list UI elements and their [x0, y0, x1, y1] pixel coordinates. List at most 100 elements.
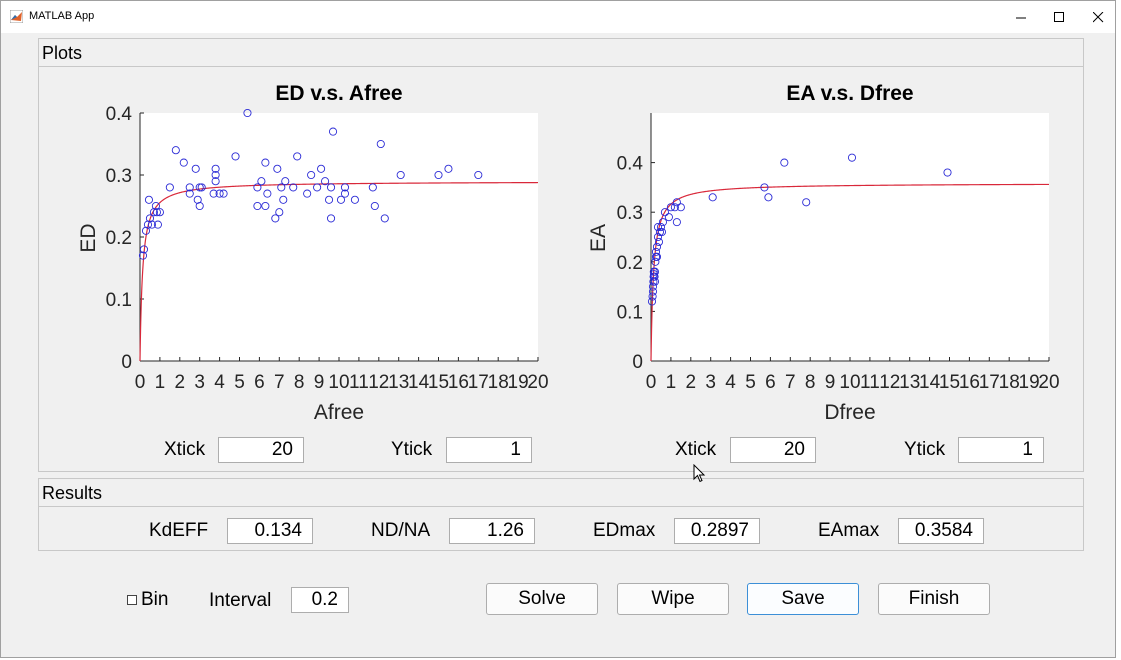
interval-input[interactable]: 0.2: [291, 587, 349, 613]
background-strip: [1116, 0, 1121, 660]
plot2-x-tick-label: 13: [899, 372, 920, 393]
plot1-x-tick-label: 11: [349, 372, 369, 393]
plot2-data-point: [653, 223, 663, 232]
plot1-data-point: [380, 214, 389, 223]
bin-checkbox[interactable]: [127, 595, 137, 605]
plot1-data-point: [340, 183, 350, 192]
plot1-data-point: [141, 226, 151, 235]
plot1-ylabel: ED: [77, 223, 100, 252]
plot2-data-point: [653, 232, 663, 242]
plot1-data-point: [215, 189, 224, 198]
plot2-data-point: [672, 198, 681, 207]
nd-na-value[interactable]: 1.26: [449, 518, 535, 544]
plot1-data-point: [143, 220, 153, 229]
plot2-x-tick-label: 16: [959, 372, 980, 393]
plot1-x-tick-label: 4: [214, 372, 225, 393]
plot1-ytick-label: Ytick: [391, 439, 433, 460]
plot1-xtick-label: Xtick: [164, 439, 206, 460]
plot1-axes-area: [140, 113, 538, 361]
plot1-data-point: [444, 164, 453, 173]
plot1-data-point: [253, 201, 262, 211]
plot1-data-point: [243, 108, 252, 118]
kdeff-value[interactable]: 0.134: [227, 518, 313, 544]
plot1-x-tick-label: 20: [527, 372, 548, 393]
plot2-data-point: [943, 168, 952, 177]
plot2-data-point: [648, 287, 658, 296]
plot1-data-point: [340, 189, 350, 198]
plot2-xtick-label: Xtick: [675, 439, 717, 460]
plot1-xtick-input[interactable]: 20: [218, 437, 304, 463]
plot1-x-tick-label: 7: [274, 372, 285, 393]
plot1-xlabel: Afree: [314, 401, 364, 424]
nd-na-label: ND/NA: [371, 520, 431, 541]
plot2-data-point: [764, 193, 773, 202]
plot1-x-tick-label: 8: [294, 372, 305, 393]
results-panel-title: Results: [39, 479, 1083, 507]
plot1-x-tick-label: 17: [468, 372, 489, 393]
plot2-x-tick-label: 11: [860, 372, 880, 393]
plot2-y-tick-label: 0.2: [617, 253, 643, 274]
plot1-data-point: [273, 164, 282, 173]
plot1-data-point: [185, 183, 194, 192]
edmax-label: EDmax: [593, 520, 656, 541]
plot1-data-point: [179, 158, 188, 167]
save-button[interactable]: Save: [747, 583, 859, 615]
plot1-data-point: [231, 152, 240, 161]
finish-button[interactable]: Finish: [878, 583, 990, 615]
plot2-xtick-input[interactable]: 20: [730, 437, 816, 463]
plot1-data-point: [293, 152, 302, 161]
plot2-x-tick-label: 4: [725, 372, 736, 393]
plot2-data-point: [647, 297, 657, 306]
plot2-data-point: [655, 227, 665, 237]
plot2-x-tick-label: 0: [646, 372, 657, 393]
plot1-title: ED v.s. Afree: [275, 82, 402, 105]
solve-button[interactable]: Solve: [486, 583, 598, 615]
plot1-data-point: [211, 177, 220, 186]
eamax-value[interactable]: 0.3584: [898, 518, 984, 544]
plot1-data-point: [317, 164, 326, 173]
plot2-data-point: [650, 277, 660, 286]
wipe-button[interactable]: Wipe: [617, 583, 729, 615]
plot2-data-point: [664, 213, 673, 222]
plot1-data-point: [253, 183, 262, 192]
plot1-data-point: [193, 195, 202, 204]
plot1-data-point: [261, 201, 270, 211]
plot1-data-point: [281, 177, 290, 186]
maximize-button[interactable]: [1036, 1, 1082, 33]
plot2-x-tick-label: 18: [999, 372, 1020, 393]
plot1-x-tick-label: 0: [135, 372, 146, 393]
minimize-button[interactable]: [998, 1, 1044, 33]
plot1-data-point: [289, 183, 298, 192]
plot2-data-point: [648, 292, 657, 301]
plot1-data-point: [195, 201, 204, 211]
plot1-data-point: [370, 201, 379, 211]
plot1-data-point: [191, 164, 200, 173]
plot1-data-point: [139, 245, 149, 254]
plot2-data-point: [658, 218, 667, 227]
edmax-value[interactable]: 0.2897: [674, 518, 760, 544]
plot1-ytick-input[interactable]: 1: [446, 437, 532, 463]
plot1-data-point: [336, 195, 346, 204]
plot1-data-point: [149, 208, 158, 217]
plot1-data-point: [313, 183, 322, 192]
plot1-data-point: [195, 183, 204, 192]
plot1-x-tick-label: 13: [388, 372, 409, 393]
plot2-axes-area: [651, 113, 1049, 361]
close-button[interactable]: [1075, 1, 1121, 33]
maximize-icon: [1053, 11, 1064, 22]
plot2-ytick-input[interactable]: 1: [958, 437, 1044, 463]
plot2-ylabel: EA: [587, 224, 610, 252]
plot2-x-tick-label: 1: [666, 372, 677, 393]
plot1-data-point: [376, 139, 385, 149]
bin-label: Bin: [141, 589, 169, 610]
plot1-y-tick-label: 0.2: [106, 228, 132, 249]
plot2-data-point: [651, 247, 661, 256]
plot2-data-point: [648, 282, 658, 291]
plot2-x-tick-label: 8: [805, 372, 816, 393]
plot1-y-tick-label: 0.3: [106, 166, 132, 187]
plot2-x-tick-label: 5: [745, 372, 756, 393]
plot2-x-tick-label: 15: [939, 372, 960, 393]
plot2-data-point: [672, 218, 681, 227]
plot2-x-tick-label: 20: [1038, 372, 1059, 393]
